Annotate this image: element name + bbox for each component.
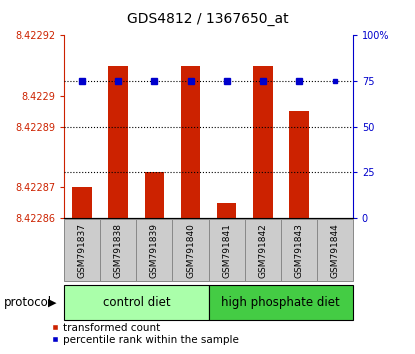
Bar — [144, 172, 164, 218]
Bar — [181, 66, 200, 218]
Text: GSM791843: GSM791843 — [294, 223, 303, 278]
Bar — [317, 219, 353, 281]
Bar — [244, 219, 281, 281]
Bar — [253, 66, 273, 218]
Text: protocol: protocol — [4, 296, 52, 309]
Text: GSM791842: GSM791842 — [258, 223, 267, 278]
Bar — [209, 285, 353, 320]
Bar — [100, 219, 137, 281]
Bar — [289, 112, 309, 218]
Legend: transformed count, percentile rank within the sample: transformed count, percentile rank withi… — [47, 318, 244, 349]
Text: GSM791838: GSM791838 — [114, 223, 123, 278]
Bar — [281, 219, 317, 281]
Text: GSM791841: GSM791841 — [222, 223, 231, 278]
Bar — [173, 219, 209, 281]
Text: high phosphate diet: high phosphate diet — [221, 296, 340, 309]
Text: GSM791844: GSM791844 — [330, 223, 339, 278]
Bar — [137, 219, 173, 281]
Bar — [108, 66, 128, 218]
Bar — [64, 219, 100, 281]
Text: GSM791837: GSM791837 — [78, 223, 87, 278]
Text: control diet: control diet — [103, 296, 170, 309]
Text: GSM791839: GSM791839 — [150, 223, 159, 278]
Bar — [73, 187, 92, 218]
Bar — [217, 202, 237, 218]
Bar — [64, 285, 209, 320]
Text: GDS4812 / 1367650_at: GDS4812 / 1367650_at — [127, 12, 288, 27]
Text: ▶: ▶ — [48, 298, 56, 308]
Text: GSM791840: GSM791840 — [186, 223, 195, 278]
Bar — [209, 219, 244, 281]
